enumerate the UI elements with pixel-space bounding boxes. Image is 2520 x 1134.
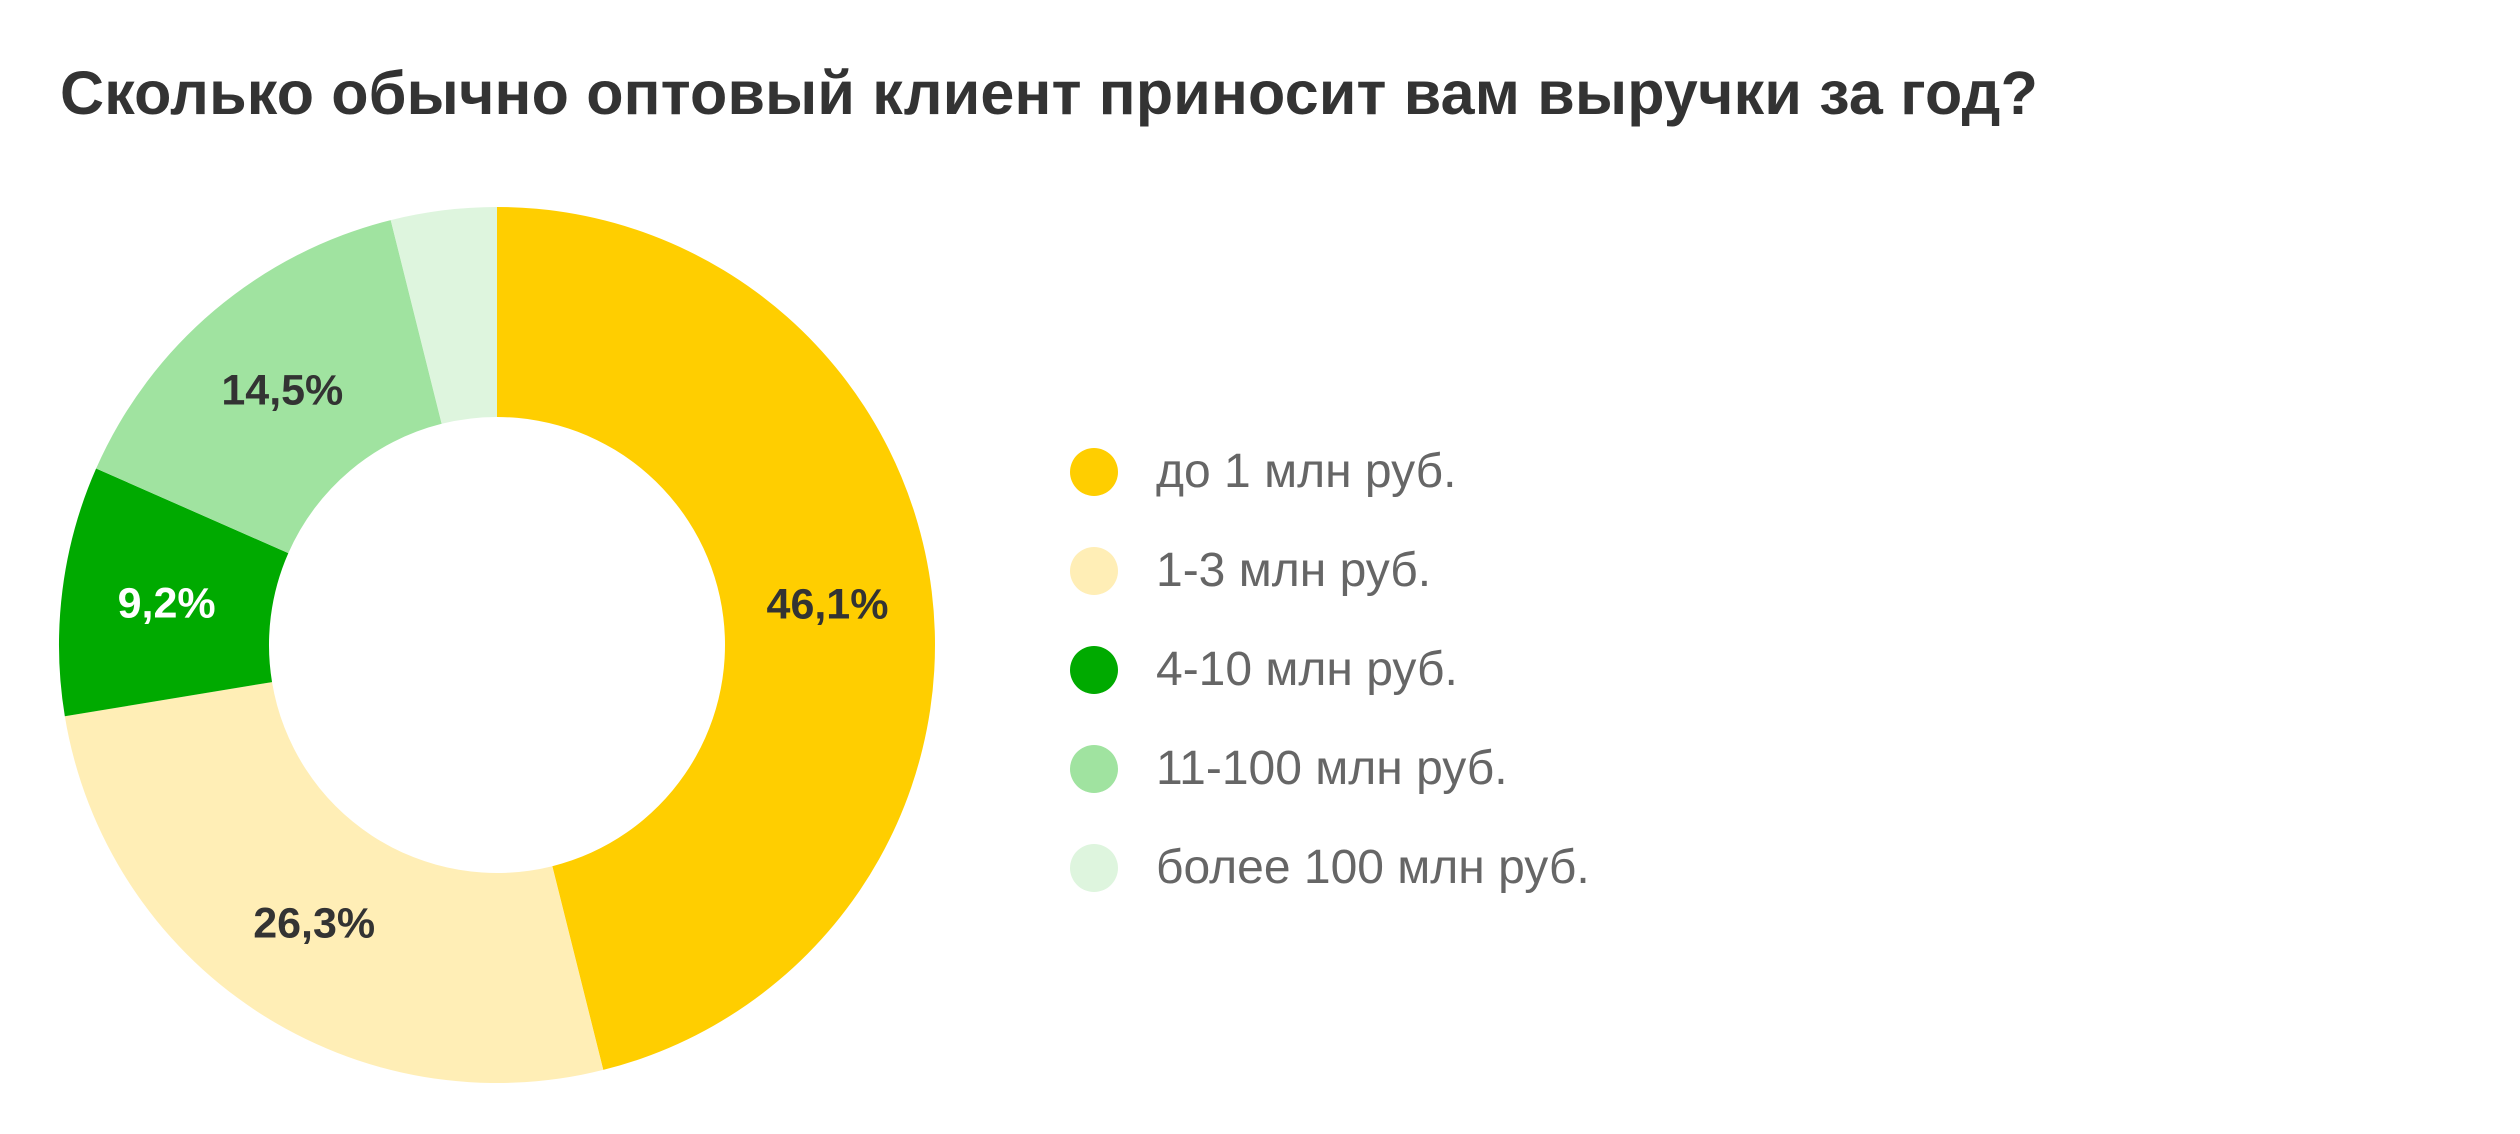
donut-slice-4 [96,220,442,554]
legend-item-5: более 100 млн руб. [1070,818,1590,917]
donut-slice-5 [390,207,497,424]
slice-data-label-1: 46,1% [767,580,889,628]
legend-item-4: 11-100 млн руб. [1070,719,1590,818]
legend-label: 4-10 млн руб. [1156,643,1458,696]
slice-data-label-2: 26,3% [253,899,375,947]
legend-swatch [1070,645,1118,694]
donut-chart: 46,1% 26,3% 9,2% 14,5% [58,207,935,1083]
donut-slice-2 [64,682,604,1083]
legend-swatch [1070,546,1118,595]
legend-swatch [1070,843,1118,892]
legend-item-3: 4-10 млн руб. [1070,620,1590,719]
legend-item-2: 1-3 млн руб. [1070,521,1590,620]
legend-swatch [1070,447,1118,496]
slice-data-label-4: 14,5% [221,366,343,414]
chart-legend: до 1 млн руб. 1-3 млн руб. 4-10 млн руб. 11… [1070,422,1590,917]
legend-item-1: до 1 млн руб. [1070,422,1590,521]
legend-label: 1-3 млн руб. [1156,544,1432,597]
donut-slice-3 [58,468,289,717]
legend-label: до 1 млн руб. [1156,445,1457,498]
legend-label: 11-100 млн руб. [1156,742,1508,795]
chart-title: Сколько обычно оптовый клиент приносит в… [60,59,2039,127]
legend-label: более 100 млн руб. [1156,841,1590,894]
legend-swatch [1070,744,1118,793]
donut-slice-1 [497,207,935,1070]
slice-data-label-3: 9,2% [118,579,216,627]
